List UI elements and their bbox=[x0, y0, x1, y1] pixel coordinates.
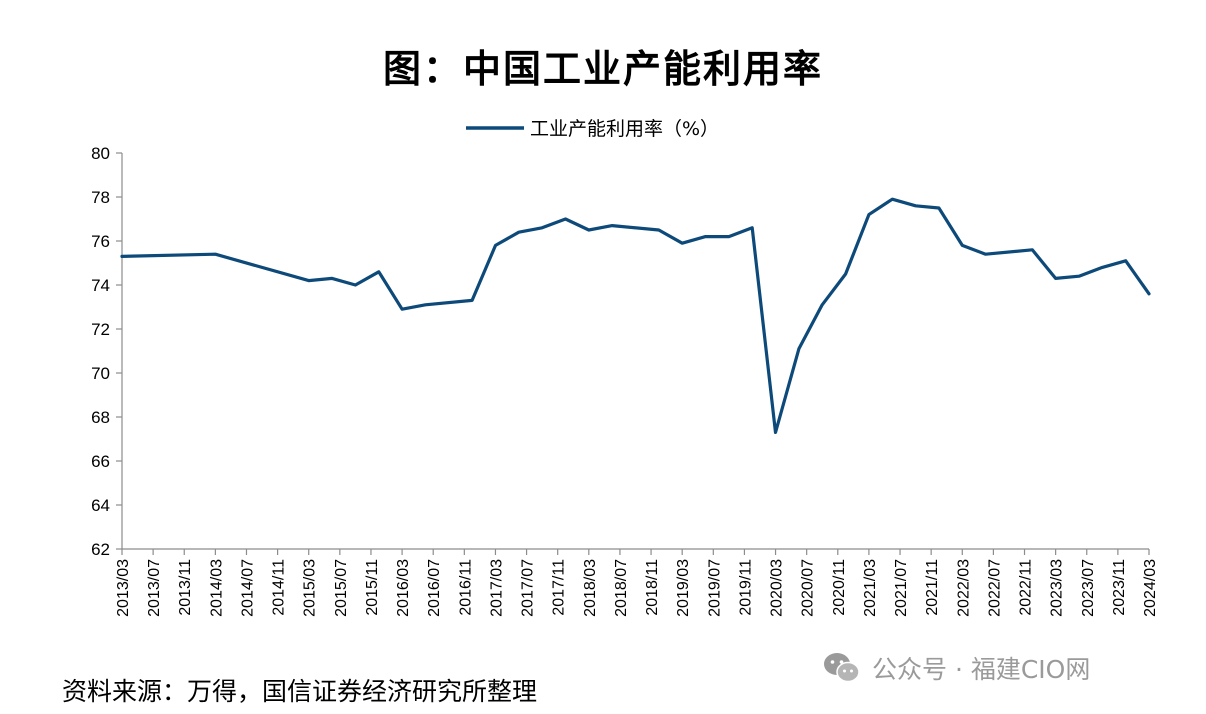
x-tick-label: 2018/11 bbox=[644, 559, 661, 616]
x-tick-label: 2013/03 bbox=[115, 559, 132, 617]
chart-title: 图：中国工业产能利用率 bbox=[382, 47, 823, 91]
y-tick-label: 62 bbox=[91, 540, 110, 559]
y-tick-label: 66 bbox=[91, 452, 110, 471]
x-tick-label: 2016/11 bbox=[457, 559, 474, 616]
x-tick-label: 2019/07 bbox=[706, 559, 723, 617]
watermark: 公众号 · 福建CIO网 bbox=[822, 648, 1090, 688]
y-tick-label: 76 bbox=[91, 232, 110, 251]
y-tick-label: 70 bbox=[91, 364, 110, 383]
x-tick-label: 2023/07 bbox=[1080, 559, 1097, 617]
legend: 工业产能利用率（%） bbox=[466, 118, 719, 140]
x-tick-label: 2017/03 bbox=[488, 559, 505, 617]
x-tick-label: 2021/07 bbox=[893, 559, 910, 617]
x-tick-label: 2020/11 bbox=[831, 559, 848, 616]
x-tick-label: 2022/07 bbox=[986, 559, 1003, 617]
y-tick-label: 72 bbox=[91, 320, 110, 339]
source-note: 资料来源：万得，国信证券经济研究所整理 bbox=[62, 677, 538, 706]
x-tick-label: 2016/07 bbox=[426, 559, 443, 617]
x-tick-label: 2018/07 bbox=[613, 559, 630, 617]
wechat-icon bbox=[824, 653, 860, 683]
x-tick-label: 2019/03 bbox=[675, 559, 692, 617]
plot-area bbox=[120, 197, 1151, 434]
x-tick-label: 2020/03 bbox=[769, 559, 786, 617]
x-tick-label: 2022/11 bbox=[1018, 559, 1035, 616]
x-tick-label: 2021/11 bbox=[924, 559, 941, 616]
x-tick-label: 2014/03 bbox=[208, 559, 225, 617]
y-tick-label: 68 bbox=[91, 408, 110, 427]
y-tick-label: 64 bbox=[91, 496, 110, 515]
series-line bbox=[120, 197, 1151, 434]
x-tick-label: 2015/07 bbox=[333, 559, 350, 617]
x-tick-label: 2014/07 bbox=[239, 559, 256, 617]
x-tick-label: 2018/03 bbox=[582, 559, 599, 617]
x-tick-label: 2017/07 bbox=[520, 559, 537, 617]
y-tick-label: 78 bbox=[91, 188, 110, 207]
x-tick-label: 2021/03 bbox=[862, 559, 879, 617]
x-tick-label: 2023/11 bbox=[1111, 559, 1128, 616]
legend-label: 工业产能利用率（%） bbox=[530, 118, 719, 140]
x-tick-label: 2024/03 bbox=[1142, 559, 1159, 617]
x-tick-label: 2014/11 bbox=[271, 559, 288, 616]
x-tick-label: 2015/11 bbox=[364, 559, 381, 616]
x-tick-label: 2022/03 bbox=[955, 559, 972, 617]
x-tick-label: 2016/03 bbox=[395, 559, 412, 617]
x-tick-label: 2013/11 bbox=[177, 559, 194, 616]
x-tick-label: 2020/07 bbox=[800, 559, 817, 617]
x-tick-label: 2015/03 bbox=[302, 559, 319, 617]
y-tick-label: 80 bbox=[91, 144, 110, 163]
x-tick-label: 2023/03 bbox=[1049, 559, 1066, 617]
x-tick-label: 2017/11 bbox=[551, 559, 568, 616]
axes: 62 64 66 68 70 72 74 76 78 80 2013/03 2013/07 2013/1… bbox=[91, 144, 1159, 617]
x-tick-label: 2013/07 bbox=[146, 559, 163, 617]
y-tick-label: 74 bbox=[91, 276, 110, 295]
watermark-text: 公众号 · 福建CIO网 bbox=[872, 655, 1091, 684]
x-tick-label: 2019/11 bbox=[737, 559, 754, 616]
